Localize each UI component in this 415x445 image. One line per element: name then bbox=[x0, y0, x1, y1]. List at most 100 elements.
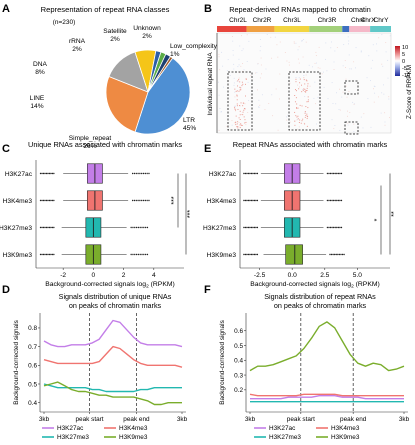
x-tick-label: 2.5 bbox=[320, 272, 329, 279]
heatmap-cell bbox=[236, 126, 238, 128]
heatmap-cell bbox=[257, 63, 259, 65]
outlier-point bbox=[44, 226, 46, 229]
heatmap-cell bbox=[237, 80, 239, 82]
panel-letter-f: F bbox=[204, 284, 211, 296]
heatmap-cell bbox=[218, 53, 220, 55]
outlier-point bbox=[244, 199, 247, 202]
pie-label-satellite: Satellite bbox=[103, 28, 127, 35]
heatmap-cell bbox=[384, 112, 386, 114]
heatmap-cell bbox=[301, 105, 303, 107]
heatmap-cell bbox=[296, 103, 298, 105]
heatmap-cell bbox=[353, 103, 355, 105]
outlier-point bbox=[53, 226, 55, 229]
outlier-point bbox=[47, 199, 49, 202]
x-axis-label: Background-corrected signals log2 (RPKM) bbox=[250, 281, 380, 290]
y-tick-label: 0.5 bbox=[234, 343, 243, 350]
heatmap-cell bbox=[238, 77, 240, 79]
heatmap-cell bbox=[277, 56, 279, 58]
category-label: H3K27ac bbox=[5, 171, 33, 178]
outlier-point bbox=[51, 226, 54, 229]
legend-label-h3k27me3: H3K27me3 bbox=[269, 434, 301, 440]
outlier-point bbox=[255, 226, 257, 229]
heatmap-cell bbox=[385, 51, 387, 53]
heatmap-cell bbox=[319, 67, 321, 69]
outlier-point bbox=[39, 226, 42, 229]
outlier-point bbox=[252, 172, 254, 175]
outlier-point bbox=[50, 172, 52, 175]
heatmap-cell bbox=[309, 85, 311, 87]
outlier-point bbox=[328, 226, 330, 229]
heatmap-cell bbox=[348, 43, 349, 45]
heatmap-cell bbox=[378, 96, 379, 98]
heatmap-cell bbox=[231, 120, 233, 122]
outlier-point bbox=[340, 253, 342, 256]
outlier-point bbox=[340, 226, 343, 229]
heatmap-cell bbox=[242, 105, 244, 107]
outlier-point bbox=[144, 253, 147, 256]
heatmap-cell bbox=[299, 82, 301, 84]
heatmap-cell bbox=[373, 88, 374, 90]
heatmap-cell bbox=[339, 109, 341, 111]
heatmap-cell bbox=[257, 63, 259, 64]
x-tick-label: 3kb bbox=[399, 416, 410, 423]
heatmap-cell bbox=[372, 59, 374, 61]
outlier-point bbox=[326, 172, 329, 175]
pie-label-ltr: LTR bbox=[183, 117, 195, 124]
heatmap-cell bbox=[295, 81, 297, 83]
heatmap-cell bbox=[260, 64, 262, 66]
heatmap-cell bbox=[243, 116, 245, 118]
heatmap-cell bbox=[244, 95, 246, 97]
outlier-point bbox=[331, 226, 333, 229]
chromosome-label-chr2l: Chr2L bbox=[229, 17, 247, 24]
heatmap-cell bbox=[352, 101, 354, 103]
heatmap-cell bbox=[304, 91, 306, 93]
category-label: H3K4me3 bbox=[207, 198, 237, 205]
heatmap-cell bbox=[304, 112, 306, 114]
heatmap-cell bbox=[297, 58, 299, 60]
heatmap-cell bbox=[255, 72, 256, 74]
heatmap-cell bbox=[238, 78, 240, 80]
heatmap-cell bbox=[293, 42, 295, 44]
heatmap-cell bbox=[239, 126, 241, 128]
heatmap-cell bbox=[296, 107, 298, 109]
heatmap-cell bbox=[238, 64, 240, 66]
chromosome-label-chry: ChrY bbox=[374, 17, 389, 24]
heatmap-cell bbox=[243, 109, 245, 111]
heatmap-cell bbox=[240, 87, 242, 89]
heatmap-cell bbox=[240, 124, 242, 126]
heatmap-cell bbox=[237, 66, 239, 68]
y-axis-label: Background-corrected signals bbox=[13, 320, 20, 405]
outlier-point bbox=[41, 226, 43, 229]
heatmap-cell bbox=[339, 88, 340, 90]
heatmap-cell bbox=[313, 97, 315, 99]
heatmap-cell bbox=[315, 51, 317, 53]
heatmap-cell bbox=[246, 34, 248, 36]
heatmap-cell bbox=[298, 62, 300, 64]
outlier-point bbox=[337, 253, 339, 256]
outlier-point bbox=[48, 253, 51, 256]
heatmap-cell bbox=[266, 34, 268, 35]
heatmap-cell bbox=[317, 96, 319, 98]
outlier-point bbox=[246, 253, 248, 256]
heatmap-cell bbox=[339, 129, 341, 131]
heatmap-cell bbox=[370, 67, 372, 69]
legend-label-h3k27ac: H3K27ac bbox=[57, 425, 84, 432]
heatmap-cell bbox=[294, 124, 296, 126]
heatmap-cell bbox=[355, 47, 357, 49]
panel-letter-a: A bbox=[2, 3, 10, 15]
heatmap-cell bbox=[244, 122, 246, 124]
heatmap-cell bbox=[241, 124, 243, 126]
outlier-point bbox=[48, 172, 51, 175]
heatmap-cell bbox=[307, 107, 309, 109]
outlier-point bbox=[42, 172, 45, 175]
heatmap-cell bbox=[355, 67, 356, 69]
heatmap-cell bbox=[295, 42, 297, 44]
heatmap-cell bbox=[304, 123, 306, 125]
pie-label-unknown: Unknown bbox=[133, 25, 161, 32]
outlier-point bbox=[334, 226, 336, 229]
significance-label: *** bbox=[187, 210, 194, 218]
outlier-point bbox=[137, 199, 139, 202]
heatmap-cell bbox=[241, 81, 243, 83]
legend-label-h3k9me3: H3K9me3 bbox=[119, 434, 148, 440]
outlier-point bbox=[45, 253, 48, 256]
